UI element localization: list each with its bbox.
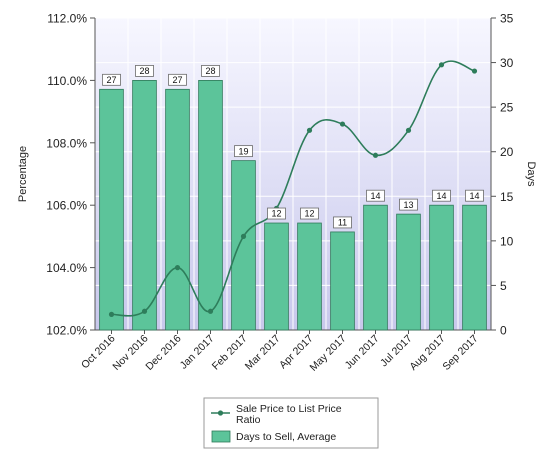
line-point-sale-price-ratio xyxy=(438,62,445,68)
bar-data-label-box xyxy=(168,73,187,86)
line-point-sale-price-ratio xyxy=(141,308,148,314)
x-tick-label: Jun 2017 xyxy=(343,333,382,372)
left-tick-label: 110.0% xyxy=(47,74,87,88)
bar-days-to-sell xyxy=(198,80,223,331)
bar-data-label: 28 xyxy=(205,66,215,76)
bar-data-label: 14 xyxy=(436,191,446,201)
bar-days-to-sell xyxy=(363,204,388,331)
legend-line-label: Sale Price to List Price Ratio xyxy=(236,403,345,426)
right-tick-label: 25 xyxy=(500,101,514,115)
bar-days-to-sell xyxy=(264,222,289,331)
right-tick-label: 0 xyxy=(500,324,507,338)
bar-data-label-box xyxy=(135,65,154,77)
line-point-sale-price-ratio xyxy=(405,127,412,133)
legend-line-marker xyxy=(217,410,224,416)
legend-bar-swatch xyxy=(211,430,231,443)
bar-days-to-sell xyxy=(165,88,190,331)
bar-data-label: 19 xyxy=(238,146,248,156)
right-tick-label: 10 xyxy=(500,234,514,248)
x-tick-label: Dec 2016 xyxy=(143,333,183,373)
bar-days-to-sell xyxy=(462,204,487,331)
line-point-sale-price-ratio xyxy=(372,152,379,158)
bar-days-to-sell xyxy=(396,213,421,331)
bar-days-to-sell xyxy=(429,204,454,331)
bar-days-to-sell xyxy=(330,231,355,331)
left-tick-label: 106.0% xyxy=(46,199,87,213)
bar-data-label: 12 xyxy=(271,209,281,219)
line-point-sale-price-ratio xyxy=(471,68,478,74)
right-tick-label: 35 xyxy=(500,12,514,26)
line-point-sale-price-ratio xyxy=(108,311,115,317)
left-tick-label: 104.0% xyxy=(46,261,87,275)
bar-data-label: 13 xyxy=(403,200,413,210)
line-point-sale-price-ratio xyxy=(306,127,313,133)
bar-data-label: 14 xyxy=(370,191,380,201)
bar-days-to-sell xyxy=(99,88,124,331)
bar-data-label: 27 xyxy=(172,75,182,85)
left-tick-label: 112.0% xyxy=(47,12,87,26)
chart-legend: Sale Price to List Price Ratio Days to S… xyxy=(203,397,379,449)
right-tick-label: 5 xyxy=(500,279,507,293)
bar-data-label-box xyxy=(432,189,451,202)
x-tick-label: Feb 2017 xyxy=(210,333,250,373)
left-tick-label: 108.0% xyxy=(46,136,87,150)
x-tick-label: Mar 2017 xyxy=(243,333,283,373)
right-tick-label: 20 xyxy=(500,145,514,159)
bar-data-label: 11 xyxy=(338,218,347,228)
line-point-sale-price-ratio xyxy=(240,233,247,239)
left-tick-label: 102.0% xyxy=(46,324,87,338)
right-tick-label: 15 xyxy=(500,190,514,204)
x-tick-label: May 2017 xyxy=(308,333,349,374)
bar-data-label-box xyxy=(465,189,484,202)
bar-data-label-box xyxy=(366,189,385,202)
line-point-sale-price-ratio xyxy=(174,265,181,271)
bar-data-label-box xyxy=(267,207,286,220)
right-tick-label: 30 xyxy=(500,56,514,70)
left-axis-title: Percentage xyxy=(17,146,29,202)
bar-data-label-box xyxy=(399,198,418,211)
bar-data-label: 14 xyxy=(469,191,479,201)
bar-data-label-box xyxy=(102,73,121,86)
line-point-sale-price-ratio xyxy=(339,121,346,127)
right-axis-title: Days xyxy=(525,161,537,187)
bar-days-to-sell xyxy=(231,160,256,331)
x-tick-label: Sep 2017 xyxy=(440,333,480,373)
bar-data-label: 12 xyxy=(304,209,314,219)
legend-bar-label: Days to Sell, Average xyxy=(236,431,336,443)
line-point-sale-price-ratio xyxy=(207,308,214,314)
bar-data-label-box xyxy=(333,216,352,229)
bar-data-label-box xyxy=(201,65,220,77)
bar-data-label: 27 xyxy=(106,75,116,85)
bar-days-to-sell xyxy=(297,222,322,331)
bar-days-to-sell xyxy=(132,80,157,331)
bar-data-label-box xyxy=(300,207,319,220)
bar-data-label: 28 xyxy=(139,66,149,76)
bar-data-label-box xyxy=(234,145,253,158)
